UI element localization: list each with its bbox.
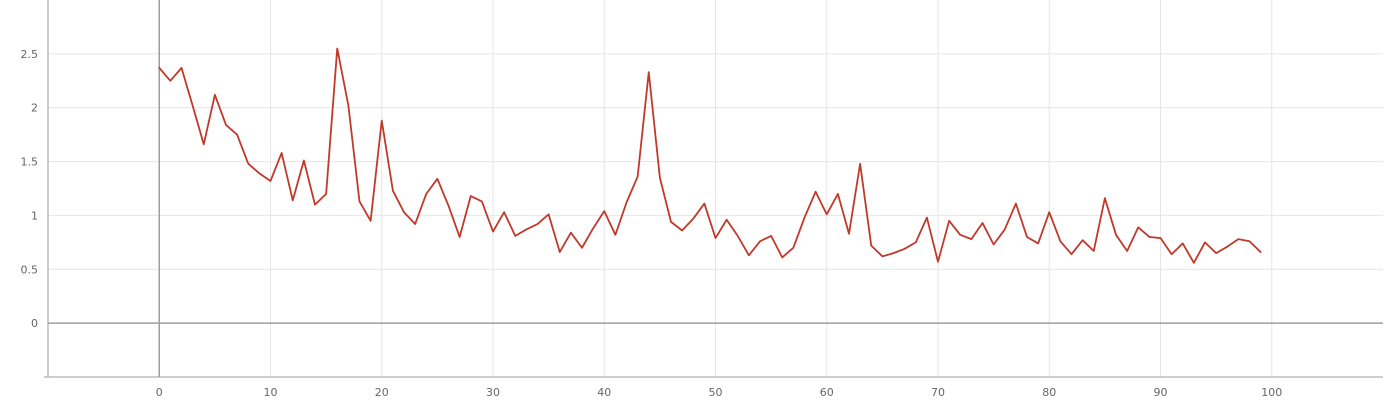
series-layer: [158, 47, 1262, 264]
y-tick-label: 0.5: [21, 263, 39, 276]
series-line: [158, 47, 1262, 264]
x-tick-label: 40: [597, 386, 611, 399]
x-tick-label: 10: [264, 386, 278, 399]
x-tick-label: 0: [156, 386, 163, 399]
x-tick-label: 100: [1261, 386, 1282, 399]
axes: [44, 0, 1383, 378]
y-tick-label: 2.5: [21, 48, 39, 61]
x-tick-label: 80: [1042, 386, 1056, 399]
tick-labels: 0 10 20 30 40 50 60 70 80 90 100 0 0.5 1 1.5 2 2.5: [21, 48, 1283, 399]
x-tick-label: 50: [709, 386, 723, 399]
y-tick-label: 0: [31, 317, 38, 330]
x-tick-label: 70: [931, 386, 945, 399]
y-tick-label: 1.5: [21, 156, 39, 169]
x-tick-label: 30: [486, 386, 500, 399]
x-tick-label: 20: [375, 386, 389, 399]
x-tick-label: 90: [1154, 386, 1168, 399]
grid: [48, 0, 1383, 377]
y-tick-label: 2: [31, 102, 38, 115]
x-tick-label: 60: [820, 386, 834, 399]
y-tick-label: 1: [31, 209, 38, 222]
